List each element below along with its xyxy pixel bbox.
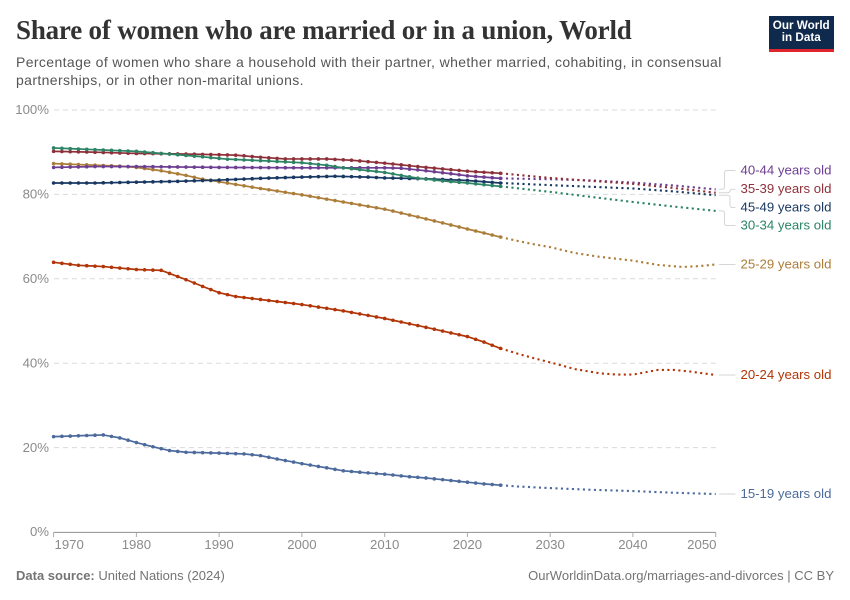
svg-text:2050: 2050 [687,537,716,552]
svg-text:20%: 20% [23,440,50,455]
svg-text:100%: 100% [15,102,49,117]
svg-text:1990: 1990 [204,537,233,552]
svg-text:1980: 1980 [122,537,151,552]
svg-text:2000: 2000 [287,537,316,552]
svg-text:2010: 2010 [370,537,399,552]
svg-text:30-34 years old: 30-34 years old [741,217,832,232]
svg-text:80%: 80% [23,187,50,202]
svg-text:45-49 years old: 45-49 years old [741,199,832,214]
svg-text:1970: 1970 [55,537,84,552]
svg-text:15-19 years old: 15-19 years old [741,486,832,501]
svg-text:2040: 2040 [618,537,647,552]
svg-text:40-44 years old: 40-44 years old [741,162,832,177]
svg-text:2020: 2020 [453,537,482,552]
svg-text:20-24 years old: 20-24 years old [741,367,832,382]
svg-text:60%: 60% [23,271,50,286]
svg-text:25-29 years old: 25-29 years old [741,256,832,271]
svg-text:40%: 40% [23,355,50,370]
svg-text:35-39 years old: 35-39 years old [741,181,832,196]
svg-text:2030: 2030 [536,537,565,552]
svg-text:0%: 0% [30,524,49,539]
